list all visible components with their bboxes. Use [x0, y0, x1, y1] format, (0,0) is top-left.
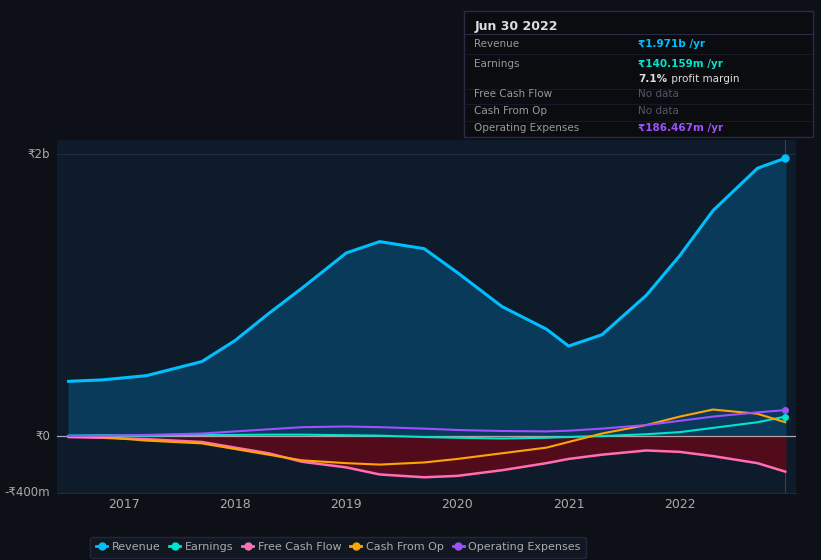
Text: Jun 30 2022: Jun 30 2022 [475, 20, 557, 33]
Text: ₹186.467m /yr: ₹186.467m /yr [639, 123, 723, 133]
Legend: Revenue, Earnings, Free Cash Flow, Cash From Op, Operating Expenses: Revenue, Earnings, Free Cash Flow, Cash … [90, 536, 586, 558]
Text: ₹1.971b /yr: ₹1.971b /yr [639, 39, 705, 49]
Text: No data: No data [639, 89, 679, 99]
Text: profit margin: profit margin [668, 74, 740, 84]
Text: -₹400m: -₹400m [4, 486, 50, 500]
Text: Cash From Op: Cash From Op [475, 106, 548, 116]
Text: Revenue: Revenue [475, 39, 520, 49]
Text: ₹140.159m /yr: ₹140.159m /yr [639, 59, 723, 69]
Text: Free Cash Flow: Free Cash Flow [475, 89, 553, 99]
FancyBboxPatch shape [464, 11, 813, 137]
Text: Operating Expenses: Operating Expenses [475, 123, 580, 133]
Text: Earnings: Earnings [475, 59, 520, 69]
Text: 7.1%: 7.1% [639, 74, 667, 84]
Text: No data: No data [639, 106, 679, 116]
Text: ₹0: ₹0 [35, 430, 50, 443]
Text: ₹2b: ₹2b [28, 148, 50, 161]
